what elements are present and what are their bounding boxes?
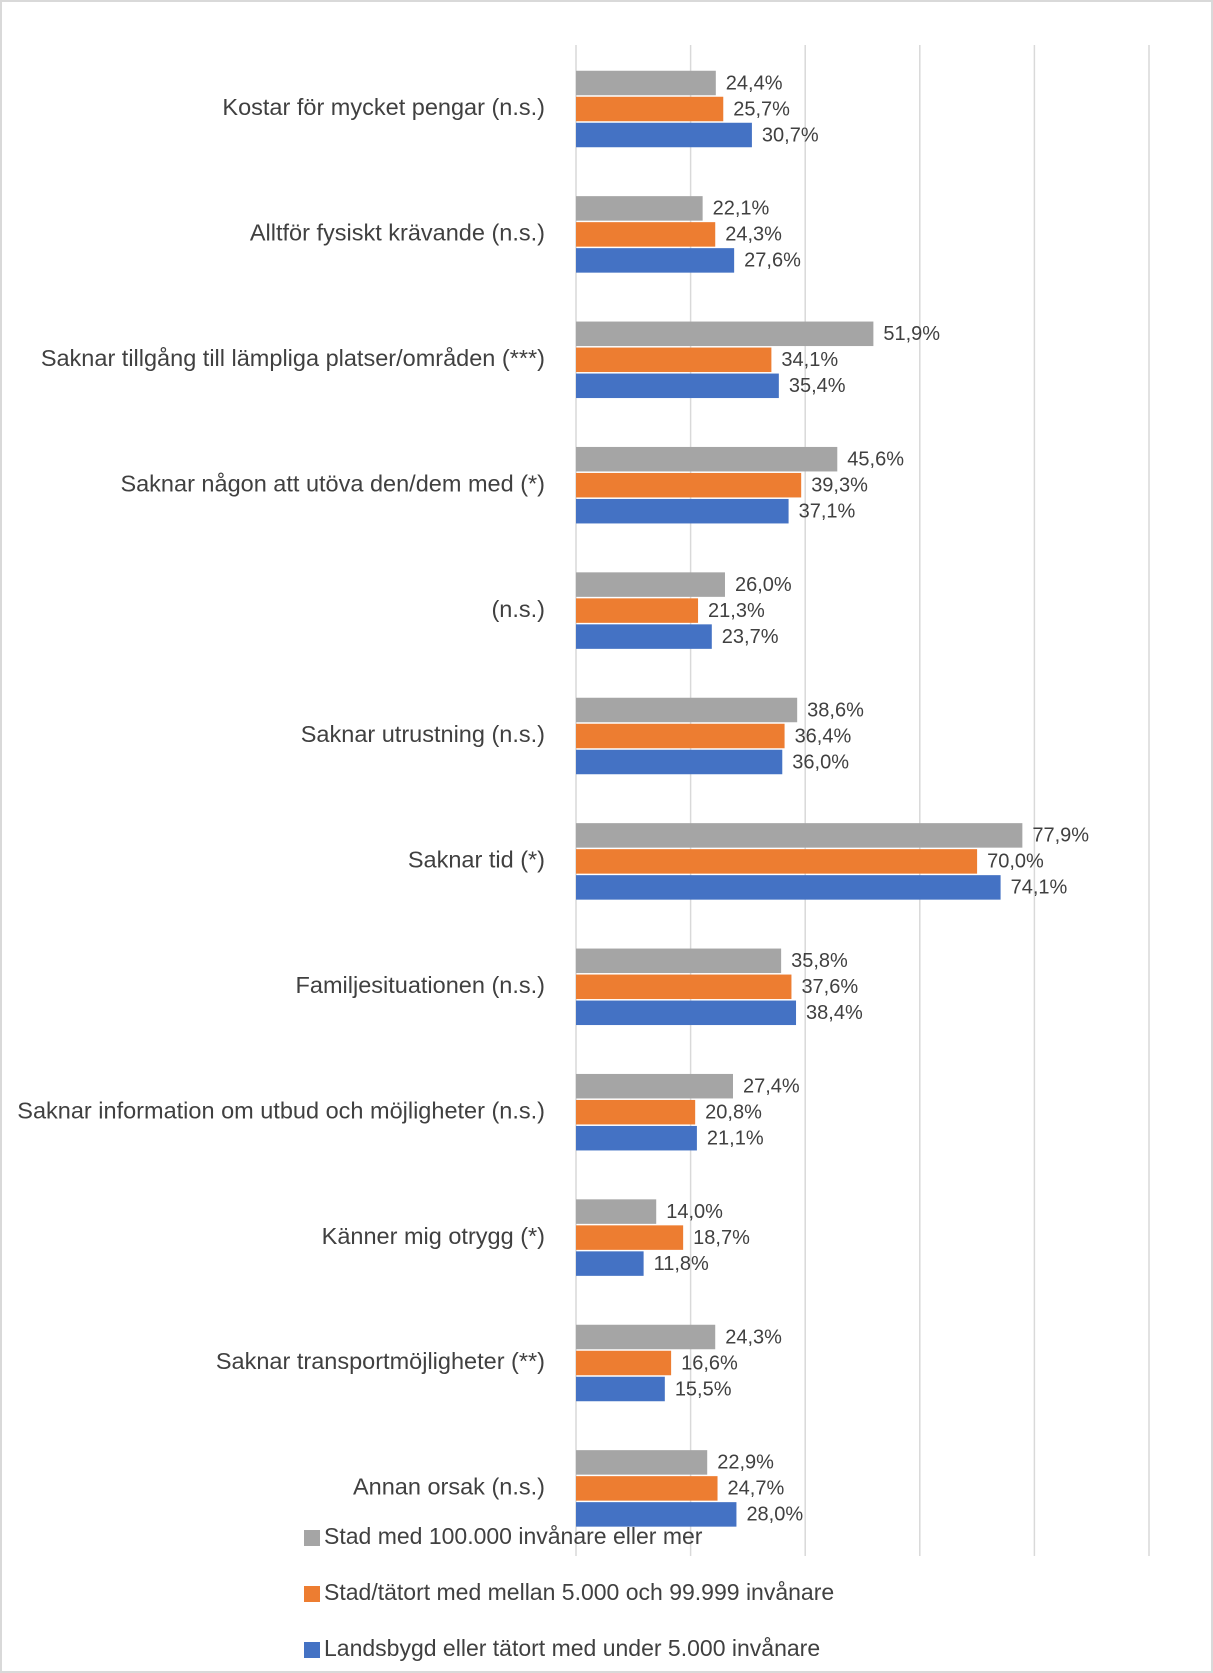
bar [576,849,978,874]
bar [576,697,798,723]
bar [576,1502,737,1527]
bar [576,1099,696,1125]
value-label: 24,4% [726,72,783,94]
value-label: 37,1% [799,500,856,522]
bar [576,948,782,974]
bar [576,723,785,749]
value-label: 77,9% [1032,825,1089,847]
legend-swatch [304,1530,320,1546]
y-tick-label: Alltför fysiskt krävande (n.s.) [250,220,545,246]
y-tick-label: Saknar information om utbud och möjlighe… [17,1097,545,1123]
value-label: 35,4% [789,375,846,397]
value-label: 21,1% [707,1127,764,1149]
value-label: 14,0% [666,1201,723,1223]
y-tick-label: Saknar tid (*) [408,847,545,873]
y-tick-label: Saknar tillgång till lämpliga platser/om… [41,345,545,371]
value-label: 21,3% [708,600,765,622]
value-label: 51,9% [883,323,940,345]
value-label: 38,4% [806,1002,863,1024]
value-label: 27,6% [744,250,801,272]
bar [576,96,724,122]
value-label: 74,1% [1011,877,1068,899]
bar [576,222,716,247]
legend-swatch [304,1642,320,1658]
bar [576,1476,718,1501]
y-tick-label: Saknar någon att utöva den/dem med (*) [120,470,545,496]
value-label: 37,6% [801,976,858,998]
value-label: 27,4% [743,1075,800,1097]
value-label: 23,7% [722,626,779,648]
y-tick-label: Familjesituationen (n.s.) [296,972,545,998]
bar [576,1199,657,1224]
bar [576,70,716,96]
value-label: 16,6% [681,1352,738,1374]
bar [576,1350,672,1376]
value-label: 24,7% [728,1478,785,1500]
legend-label: Landsbygd eller tätort med under 5.000 i… [324,1635,820,1661]
y-tick-label: (n.s.) [491,596,545,622]
bar [576,974,792,1000]
legend-label: Stad med 100.000 invånare eller mer [324,1523,703,1549]
value-label: 11,8% [654,1253,709,1275]
y-tick-label: Saknar utrustning (n.s.) [301,721,545,747]
value-label: 35,8% [791,950,848,972]
bar [576,749,783,775]
bar [576,1376,665,1402]
value-label: 30,7% [762,124,819,146]
bar [576,373,779,399]
y-tick-label: Kostar för mycket pengar (n.s.) [222,94,545,120]
bar [576,196,703,221]
value-label: 28,0% [746,1504,803,1526]
legend-label: Stad/tätort med mellan 5.000 och 99.999 … [324,1579,834,1605]
bar [576,1125,697,1151]
bar [576,875,1001,900]
bar [576,248,735,273]
value-label: 22,1% [713,198,770,220]
legend-swatch [304,1586,320,1602]
value-label: 36,0% [792,751,849,773]
value-label: 25,7% [733,98,790,120]
y-tick-label: Saknar transportmöjligheter (**) [216,1348,545,1374]
bar [576,1073,734,1099]
bar [576,321,874,347]
value-label: 70,0% [987,851,1044,873]
value-label: 24,3% [725,1326,782,1348]
value-label: 15,5% [675,1378,732,1400]
bar [576,823,1023,848]
bar [576,1251,644,1276]
value-label: 20,8% [705,1101,762,1123]
bar [576,122,752,148]
value-label: 18,7% [693,1227,750,1249]
bar [576,347,772,373]
bar [576,1000,797,1026]
value-label: 26,0% [735,574,792,596]
bar [576,572,725,597]
bar [576,1225,684,1250]
y-tick-label: Annan orsak (n.s.) [353,1474,545,1500]
bar [576,1450,708,1475]
bar [576,498,789,524]
value-label: 34,1% [781,349,838,371]
value-label: 39,3% [811,474,868,496]
value-label: 38,6% [807,699,864,721]
bar [576,1324,716,1350]
bar [576,472,802,498]
bar [576,446,838,472]
bar [576,598,699,623]
value-label: 24,3% [725,224,782,246]
value-label: 36,4% [795,725,852,747]
y-tick-label: Känner mig otrygg (*) [322,1223,545,1249]
value-label: 45,6% [847,448,904,470]
bar [576,624,712,649]
value-label: 22,9% [717,1452,774,1474]
